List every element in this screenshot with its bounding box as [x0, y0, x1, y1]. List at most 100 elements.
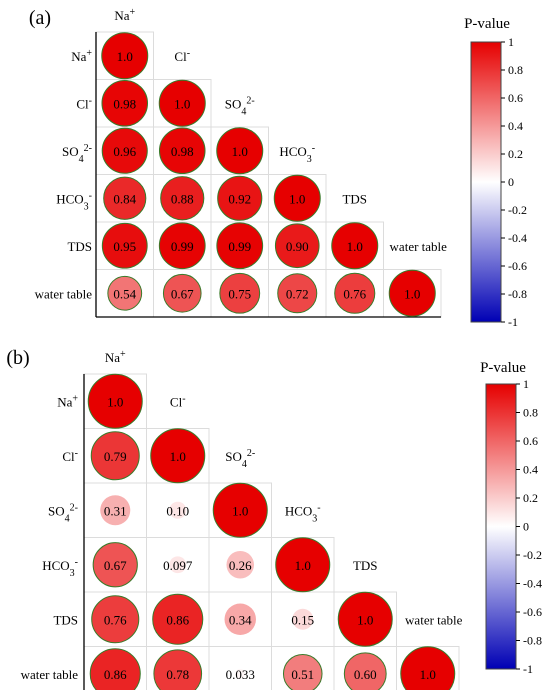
correlation-circle	[92, 542, 138, 588]
correlation-value: 1.0	[420, 667, 436, 682]
correlation-circle	[235, 668, 246, 679]
correlation-value: 0.67	[171, 286, 194, 301]
row-label: HCO3-	[42, 556, 78, 578]
correlation-value: 1.0	[347, 239, 363, 254]
correlation-circle	[224, 603, 256, 635]
correlation-value: 0.99	[228, 239, 251, 254]
correlation-circle	[150, 428, 206, 484]
row-label: water table	[35, 286, 93, 301]
colorbar-tick-label: -0.2	[508, 203, 527, 217]
correlation-value: 0.31	[104, 503, 127, 518]
column-label: Cl-	[170, 393, 186, 410]
correlation-circle	[331, 222, 379, 270]
column-label: water table	[405, 612, 463, 627]
row-label: TDS	[53, 612, 78, 627]
correlation-value: 0.76	[343, 286, 366, 301]
colorbar-tick-label: 1	[508, 35, 514, 49]
correlation-circle	[101, 79, 149, 127]
correlation-circle	[101, 222, 148, 269]
correlation-circle	[87, 373, 143, 429]
correlation-circle	[216, 127, 264, 175]
correlation-value: 0.84	[113, 191, 136, 206]
correlation-value: 0.96	[113, 144, 136, 159]
colorbar-tick-label: 0.2	[508, 147, 523, 161]
colorbar-tick-label: 0.4	[508, 119, 523, 133]
correlation-value: 0.54	[113, 286, 136, 301]
correlation-circle	[274, 223, 320, 269]
colorbar	[470, 41, 502, 323]
correlation-circle	[388, 269, 436, 317]
correlation-value: 0.88	[171, 191, 194, 206]
correlation-circle	[160, 176, 205, 221]
correlation-circle	[400, 646, 456, 690]
panel-label: (a)	[29, 7, 51, 29]
correlation-value: 0.90	[286, 239, 309, 254]
panel-label: (b)	[6, 347, 29, 369]
correlation-value: 1.0	[295, 558, 311, 573]
correlation-circle	[158, 222, 206, 270]
colorbar-tick-label: -0.8	[508, 287, 527, 301]
legend-title: P-value	[464, 16, 510, 32]
column-label: Na+	[114, 7, 135, 24]
colorbar-tick-label: -0.4	[523, 577, 542, 591]
row-label: SO42-	[48, 502, 78, 524]
column-label: water table	[390, 239, 448, 254]
correlation-value: 0.72	[286, 286, 309, 301]
colorbar-tick-label: 0	[508, 175, 514, 189]
correlation-circle	[158, 79, 206, 127]
correlation-circle	[91, 595, 140, 644]
correlation-value: 0.15	[291, 612, 314, 627]
correlation-value: 0.033	[226, 667, 255, 682]
panel-a: (a) Na+ Cl- SO42- HCO3- TDS water table Na+ Cl- S…	[29, 7, 527, 330]
correlation-value: 0.99	[171, 239, 194, 254]
correlation-value: 1.0	[404, 286, 420, 301]
row-label: Cl-	[76, 95, 92, 112]
column-label: Na+	[105, 349, 126, 366]
correlation-circle	[152, 593, 204, 645]
correlation-circle	[169, 556, 187, 574]
colorbar-tick-label: -1	[523, 662, 533, 676]
correlation-value: 0.95	[113, 239, 136, 254]
correlation-circle	[100, 495, 131, 526]
correlation-value: 1.0	[117, 49, 133, 64]
correlation-circle	[334, 272, 376, 314]
correlation-value: 0.26	[229, 558, 252, 573]
colorbar-tick-label: -0.4	[508, 231, 527, 245]
colorbar-tick-label: 0	[523, 520, 529, 534]
correlation-value: 1.0	[174, 96, 190, 111]
column-label: TDS	[342, 191, 367, 206]
correlation-circle	[101, 32, 149, 80]
correlation-value: 1.0	[107, 394, 123, 409]
correlation-value: 1.0	[232, 144, 248, 159]
panel-b: (b) Na+ Cl- SO42- HCO3- TDS water table Na+ Cl- S…	[6, 347, 542, 690]
correlation-circle	[273, 174, 321, 222]
correlation-value: 0.10	[166, 503, 189, 518]
correlation-value: 0.92	[228, 191, 251, 206]
correlation-circle	[107, 275, 143, 311]
correlation-value: 0.86	[166, 612, 189, 627]
row-label: HCO3-	[56, 190, 92, 212]
correlation-value: 0.79	[104, 449, 127, 464]
row-label: SO42-	[62, 142, 92, 164]
correlation-value: 0.98	[171, 144, 194, 159]
correlation-circle	[343, 652, 387, 690]
correlation-circle	[337, 591, 393, 647]
colorbar-tick-label: 0.6	[508, 91, 523, 105]
column-label: HCO3-	[285, 502, 321, 524]
colorbar-tick-label: 1	[523, 377, 529, 391]
colorbar-tick-label: -1	[508, 315, 518, 329]
correlation-value: 0.34	[229, 612, 252, 627]
correlation-circle	[162, 273, 202, 313]
correlation-circle	[219, 272, 261, 314]
correlation-value: 1.0	[357, 612, 373, 627]
column-label: HCO3-	[279, 142, 315, 164]
correlation-circle	[212, 482, 268, 538]
legend-title: P-value	[480, 360, 526, 376]
correlation-circle	[277, 273, 318, 314]
correlation-value: 1.0	[232, 503, 248, 518]
colorbar-tick-label: 0.2	[523, 491, 538, 505]
correlation-circle	[89, 648, 141, 690]
row-label: Na+	[57, 393, 78, 410]
column-label: SO42-	[225, 447, 255, 469]
correlation-circle	[275, 537, 331, 593]
